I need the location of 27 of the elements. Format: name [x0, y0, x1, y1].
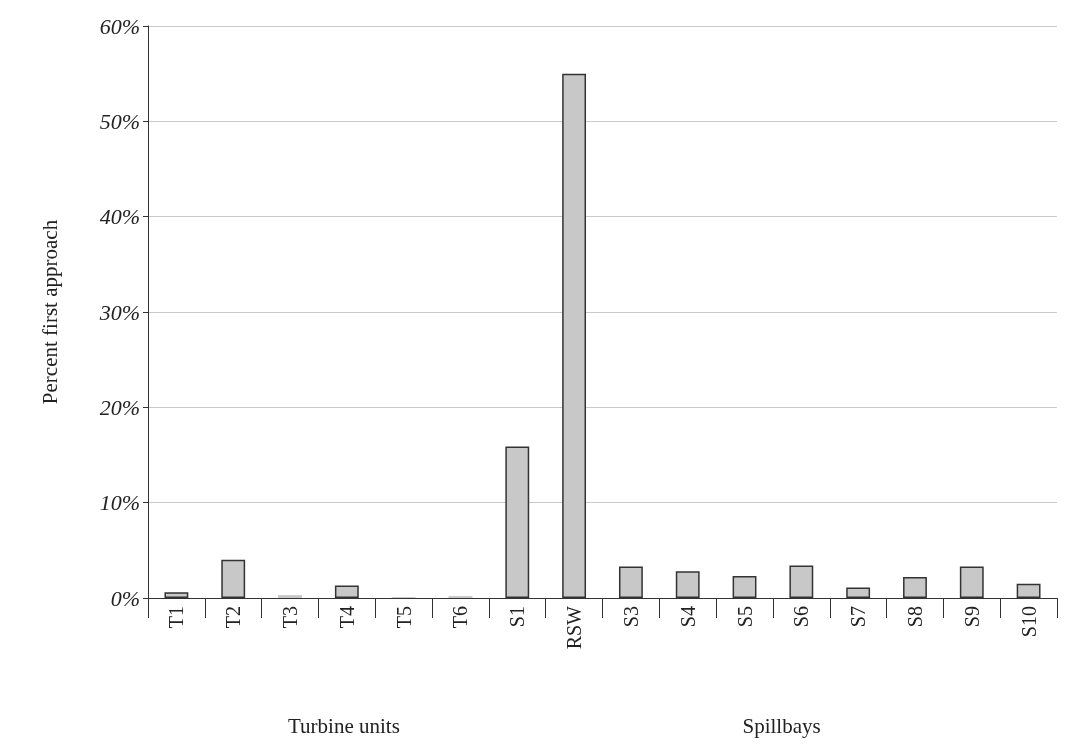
y-tick-label: 40% — [99, 204, 140, 230]
y-tick-label: 30% — [98, 299, 140, 325]
x-tick-label: T1 — [165, 606, 188, 629]
x-tick-label: S1 — [506, 606, 529, 628]
x-tick-label: T4 — [335, 606, 358, 629]
x-tick-label: T5 — [392, 606, 415, 629]
x-tick-label: T6 — [449, 606, 472, 629]
y-tick-label: 50% — [99, 108, 140, 134]
x-tick-label: S5 — [733, 606, 756, 628]
x-tick-label: S4 — [676, 606, 699, 628]
text: Spillbays — [742, 713, 821, 738]
x-tick-label: S8 — [903, 606, 926, 628]
x-tick-label: T3 — [279, 606, 302, 629]
x-tick-label: T2 — [222, 606, 245, 629]
x-tick-label: S6 — [790, 606, 813, 628]
y-tick-label: 10% — [99, 490, 140, 516]
x-tick-label: RSW — [563, 605, 586, 650]
bar — [278, 595, 302, 598]
y-tick-label: 60% — [99, 13, 140, 39]
y-axis-title: Percent first approach — [37, 219, 62, 405]
x-tick-label: S9 — [960, 606, 983, 628]
x-tick-label: S7 — [847, 606, 870, 628]
y-tick-label: 20% — [99, 394, 140, 420]
y-tick-label: 0% — [110, 585, 140, 611]
x-tick-label: S10 — [1017, 606, 1040, 638]
text: Turbine units — [287, 713, 400, 738]
x-tick-label: S3 — [619, 606, 642, 628]
